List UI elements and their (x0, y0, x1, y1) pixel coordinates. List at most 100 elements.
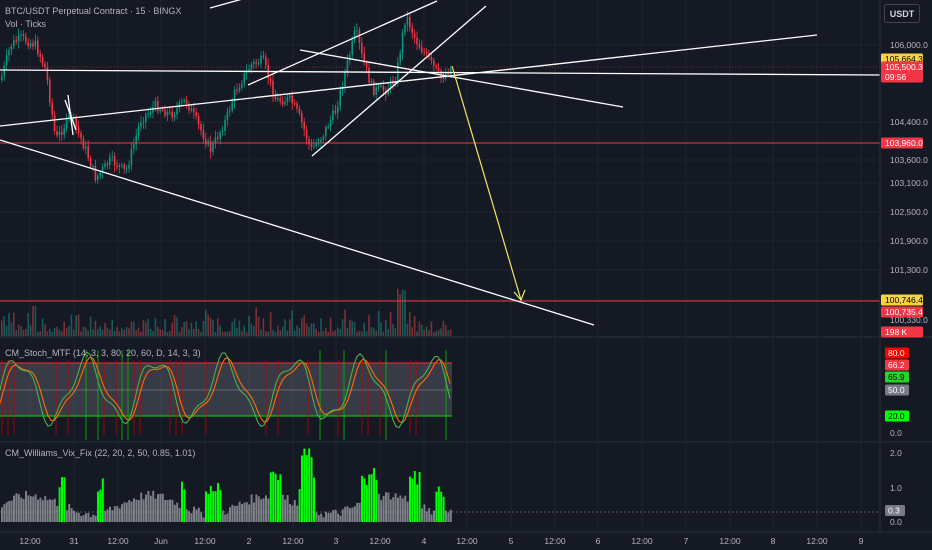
vix-bar (418, 471, 421, 522)
volume-indicator-label[interactable]: Vol · Ticks (5, 19, 47, 29)
vix-bar (5, 502, 8, 522)
candle-body (229, 110, 231, 112)
candle-body (123, 164, 125, 169)
candle-body (17, 35, 20, 42)
candle-body (358, 30, 361, 43)
candle-body (370, 80, 373, 83)
candle-body (289, 95, 291, 98)
candle-body (353, 30, 356, 41)
vix-bar (358, 502, 361, 522)
time-tick-label: 2 (247, 536, 252, 546)
candle-body (416, 37, 418, 45)
vix-bar (313, 477, 315, 522)
candle-body (320, 139, 322, 144)
vix-bar (416, 484, 419, 522)
vix-bar (413, 471, 416, 522)
vix-bar (317, 515, 320, 522)
vix-bar (363, 478, 366, 522)
volume-bar (1, 320, 3, 336)
candle-body (171, 111, 173, 118)
volume-bar (380, 322, 382, 336)
volume-bar (8, 312, 10, 336)
volume-bar (392, 324, 394, 336)
volume-bar (337, 327, 339, 336)
vix-bar (349, 508, 351, 522)
stoch-marker-badge (885, 347, 909, 359)
candle-body (418, 44, 421, 48)
vix-bar (445, 510, 447, 522)
vix-bar (32, 496, 35, 522)
volume-bar (87, 330, 89, 336)
volume-bar (94, 320, 97, 336)
volume-bar (449, 329, 452, 336)
volume-bar (15, 330, 17, 336)
vix-bar (433, 510, 435, 522)
candle-body (85, 146, 87, 149)
vix-bar (94, 515, 97, 522)
vix-bar (435, 491, 438, 522)
vix-bar (329, 512, 332, 522)
candle-body (260, 55, 262, 64)
volume-bar (116, 327, 118, 336)
candle-body (49, 80, 51, 103)
vix-bar (70, 508, 73, 522)
candle-body (169, 111, 171, 113)
candle-body (286, 97, 289, 102)
vix-bar (245, 502, 248, 522)
volume-bar (231, 321, 233, 336)
volume-bar (41, 318, 44, 336)
candle-body (339, 89, 341, 107)
currency-button[interactable]: USDT (884, 4, 920, 23)
candle-body (58, 131, 61, 136)
vix-bar (423, 504, 426, 522)
volume-bar (159, 329, 161, 336)
vix-bar (185, 509, 188, 522)
candle-body (281, 101, 284, 105)
vix-indicator-label[interactable]: CM_Williams_Vix_Fix (22, 20, 2, 50, 0.85… (5, 448, 196, 458)
volume-group (1, 288, 452, 336)
vix-bar (394, 493, 397, 522)
candle-body (315, 143, 317, 146)
vix-bar (39, 497, 42, 522)
volume-bar (29, 324, 32, 336)
vix-bar (159, 493, 162, 522)
candle-body (142, 122, 145, 124)
candle-body (130, 148, 133, 165)
volume-bar (185, 321, 188, 336)
stoch-marker-badge (885, 359, 909, 371)
vix-bar (92, 514, 95, 522)
symbol-title[interactable]: BTC/USDT Perpetual Contract · 15 · BINGX (5, 6, 182, 16)
volume-bar (279, 330, 281, 336)
vix-bar (140, 492, 143, 522)
volume-bar (224, 331, 226, 336)
vix-bar (387, 492, 390, 522)
stoch-indicator-label[interactable]: CM_Stoch_MTF (14, 3, 3, 80, 20, 60, D, 1… (5, 348, 201, 358)
volume-bar (286, 330, 289, 336)
vix-bar (361, 475, 363, 522)
stoch-marker-badge (885, 384, 909, 396)
vix-bar (231, 504, 234, 522)
candle-body (344, 72, 346, 87)
volume-value-label: 198 K (885, 327, 908, 337)
candle-body (238, 87, 241, 91)
stoch-marker-badge (885, 371, 909, 383)
candle-body (159, 109, 161, 112)
vix-bar (257, 496, 260, 522)
volume-bar (243, 325, 245, 336)
volume-bar (339, 329, 341, 336)
vix-bar (164, 499, 167, 522)
candle-body (1, 76, 3, 80)
vix-bar (121, 504, 123, 522)
vix-bar (166, 499, 169, 522)
candle-body (89, 158, 92, 167)
volume-bar (164, 318, 166, 336)
candle-body (279, 98, 281, 102)
candle-body (363, 53, 365, 64)
vix-bar (118, 508, 121, 522)
candle-body (449, 68, 452, 75)
volume-bar (250, 323, 253, 336)
candle-body (310, 144, 313, 147)
vix-bar (56, 506, 59, 522)
candle-body (346, 60, 349, 73)
